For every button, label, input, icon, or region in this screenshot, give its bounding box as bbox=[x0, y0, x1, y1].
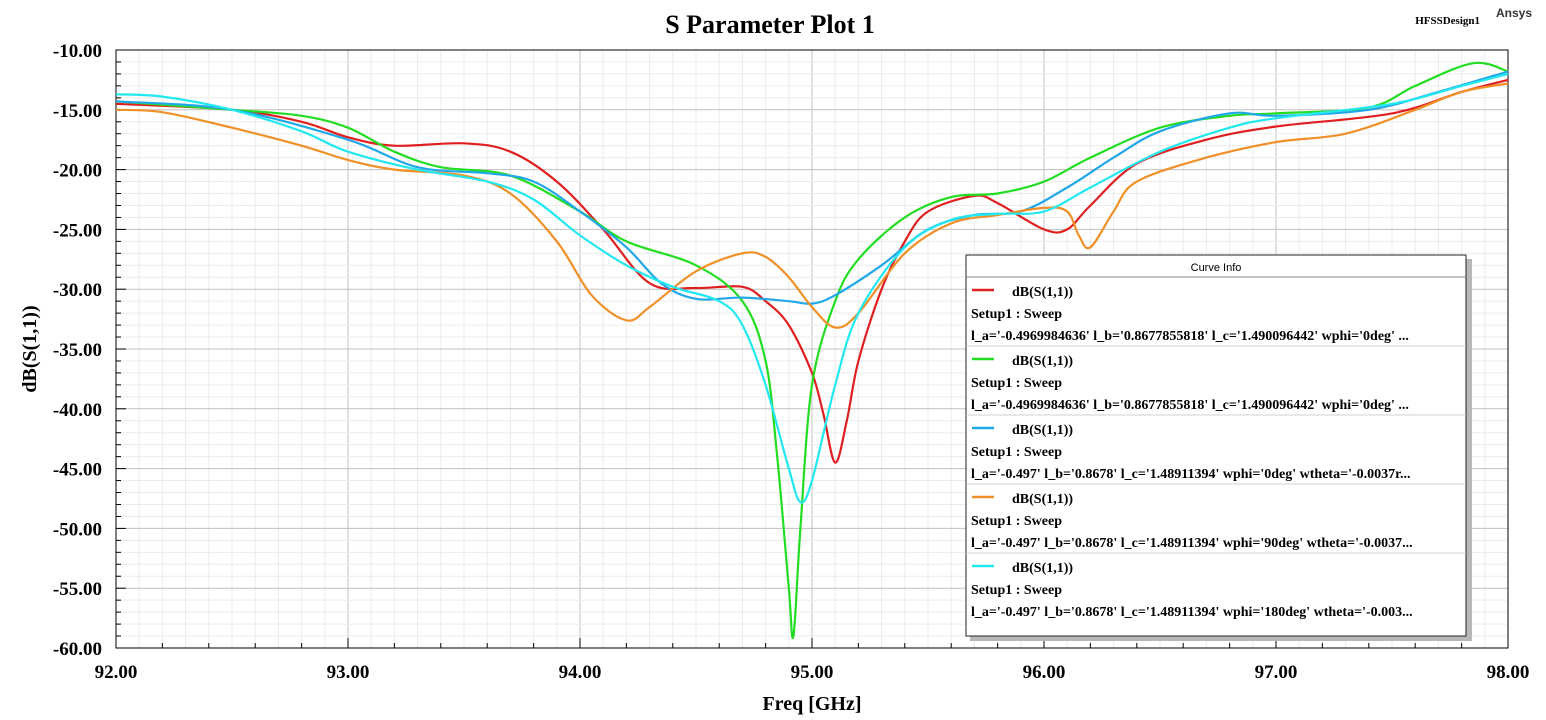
y-tick-label: -50.00 bbox=[53, 519, 102, 540]
design-name: HFSSDesign1 bbox=[1415, 15, 1480, 27]
y-axis-label: dB(S(1,1)) bbox=[19, 305, 41, 392]
y-tick-label: -20.00 bbox=[53, 161, 102, 182]
x-tick-label: 93.00 bbox=[327, 662, 370, 683]
legend-series-name-5: dB(S(1,1)) bbox=[1012, 561, 1073, 576]
legend-series-setup-5: Setup1 : Sweep bbox=[971, 583, 1062, 598]
y-tick-label: -45.00 bbox=[53, 460, 102, 481]
y-tick-label: -60.00 bbox=[53, 639, 102, 660]
legend-series-name-3: dB(S(1,1)) bbox=[1012, 423, 1073, 438]
series-line-4 bbox=[115, 82, 1509, 329]
x-tick-label: 92.00 bbox=[95, 662, 138, 683]
series-line-3 bbox=[115, 70, 1509, 305]
x-tick-label: 94.00 bbox=[559, 662, 602, 683]
legend-series-params-2: l_a='-0.4969984636' l_b='0.8677855818' l… bbox=[971, 398, 1409, 413]
y-tick-label: -25.00 bbox=[53, 220, 102, 241]
series-line-5 bbox=[115, 72, 1509, 504]
y-tick-label: -10.00 bbox=[53, 41, 102, 62]
legend-series-name-4: dB(S(1,1)) bbox=[1012, 492, 1073, 507]
legend-series-setup-3: Setup1 : Sweep bbox=[971, 445, 1062, 460]
axes: 92.00 93.00 94.00 95.00 96.00 97.00 98.00 -10.0… bbox=[53, 41, 1529, 683]
x-tick-label: 95.00 bbox=[791, 662, 834, 683]
y-tick-label: -30.00 bbox=[53, 280, 102, 301]
legend[interactable]: Curve Info dB(S(1,1)) Setup1 : Sweep l_a='… bbox=[965, 254, 1472, 641]
chart-title: S Parameter Plot 1 bbox=[665, 10, 875, 39]
x-tick-label: 96.00 bbox=[1023, 662, 1066, 683]
y-tick-label: -55.00 bbox=[53, 579, 102, 600]
legend-series-name-2: dB(S(1,1)) bbox=[1012, 354, 1073, 369]
legend-series-params-5: l_a='-0.497' l_b='0.8678' l_c='1.4891139… bbox=[971, 605, 1413, 620]
legend-series-params-4: l_a='-0.497' l_b='0.8678' l_c='1.4891139… bbox=[971, 536, 1413, 551]
series-lines bbox=[115, 61, 1509, 640]
legend-series-setup-1: Setup1 : Sweep bbox=[971, 307, 1062, 322]
legend-series-name-1: dB(S(1,1)) bbox=[1012, 285, 1073, 300]
brand-label: Ansys bbox=[1496, 6, 1532, 20]
y-tick-label: -15.00 bbox=[53, 101, 102, 122]
y-tick-label: -40.00 bbox=[53, 400, 102, 421]
legend-header: Curve Info bbox=[1191, 262, 1242, 274]
legend-entries: dB(S(1,1)) Setup1 : Sweep l_a='-0.49699846… bbox=[966, 285, 1466, 620]
legend-series-setup-4: Setup1 : Sweep bbox=[971, 514, 1062, 529]
series-line-2 bbox=[115, 61, 1509, 640]
legend-series-params-1: l_a='-0.4969984636' l_b='0.8677855818' l… bbox=[971, 329, 1409, 344]
x-axis-label: Freq [GHz] bbox=[762, 693, 861, 715]
legend-series-setup-2: Setup1 : Sweep bbox=[971, 376, 1062, 391]
y-tick-label: -35.00 bbox=[53, 340, 102, 361]
legend-series-params-3: l_a='-0.497' l_b='0.8678' l_c='1.4891139… bbox=[971, 467, 1411, 482]
x-tick-label: 98.00 bbox=[1487, 662, 1530, 683]
x-tick-label: 97.00 bbox=[1255, 662, 1298, 683]
legend-box bbox=[965, 254, 1467, 637]
